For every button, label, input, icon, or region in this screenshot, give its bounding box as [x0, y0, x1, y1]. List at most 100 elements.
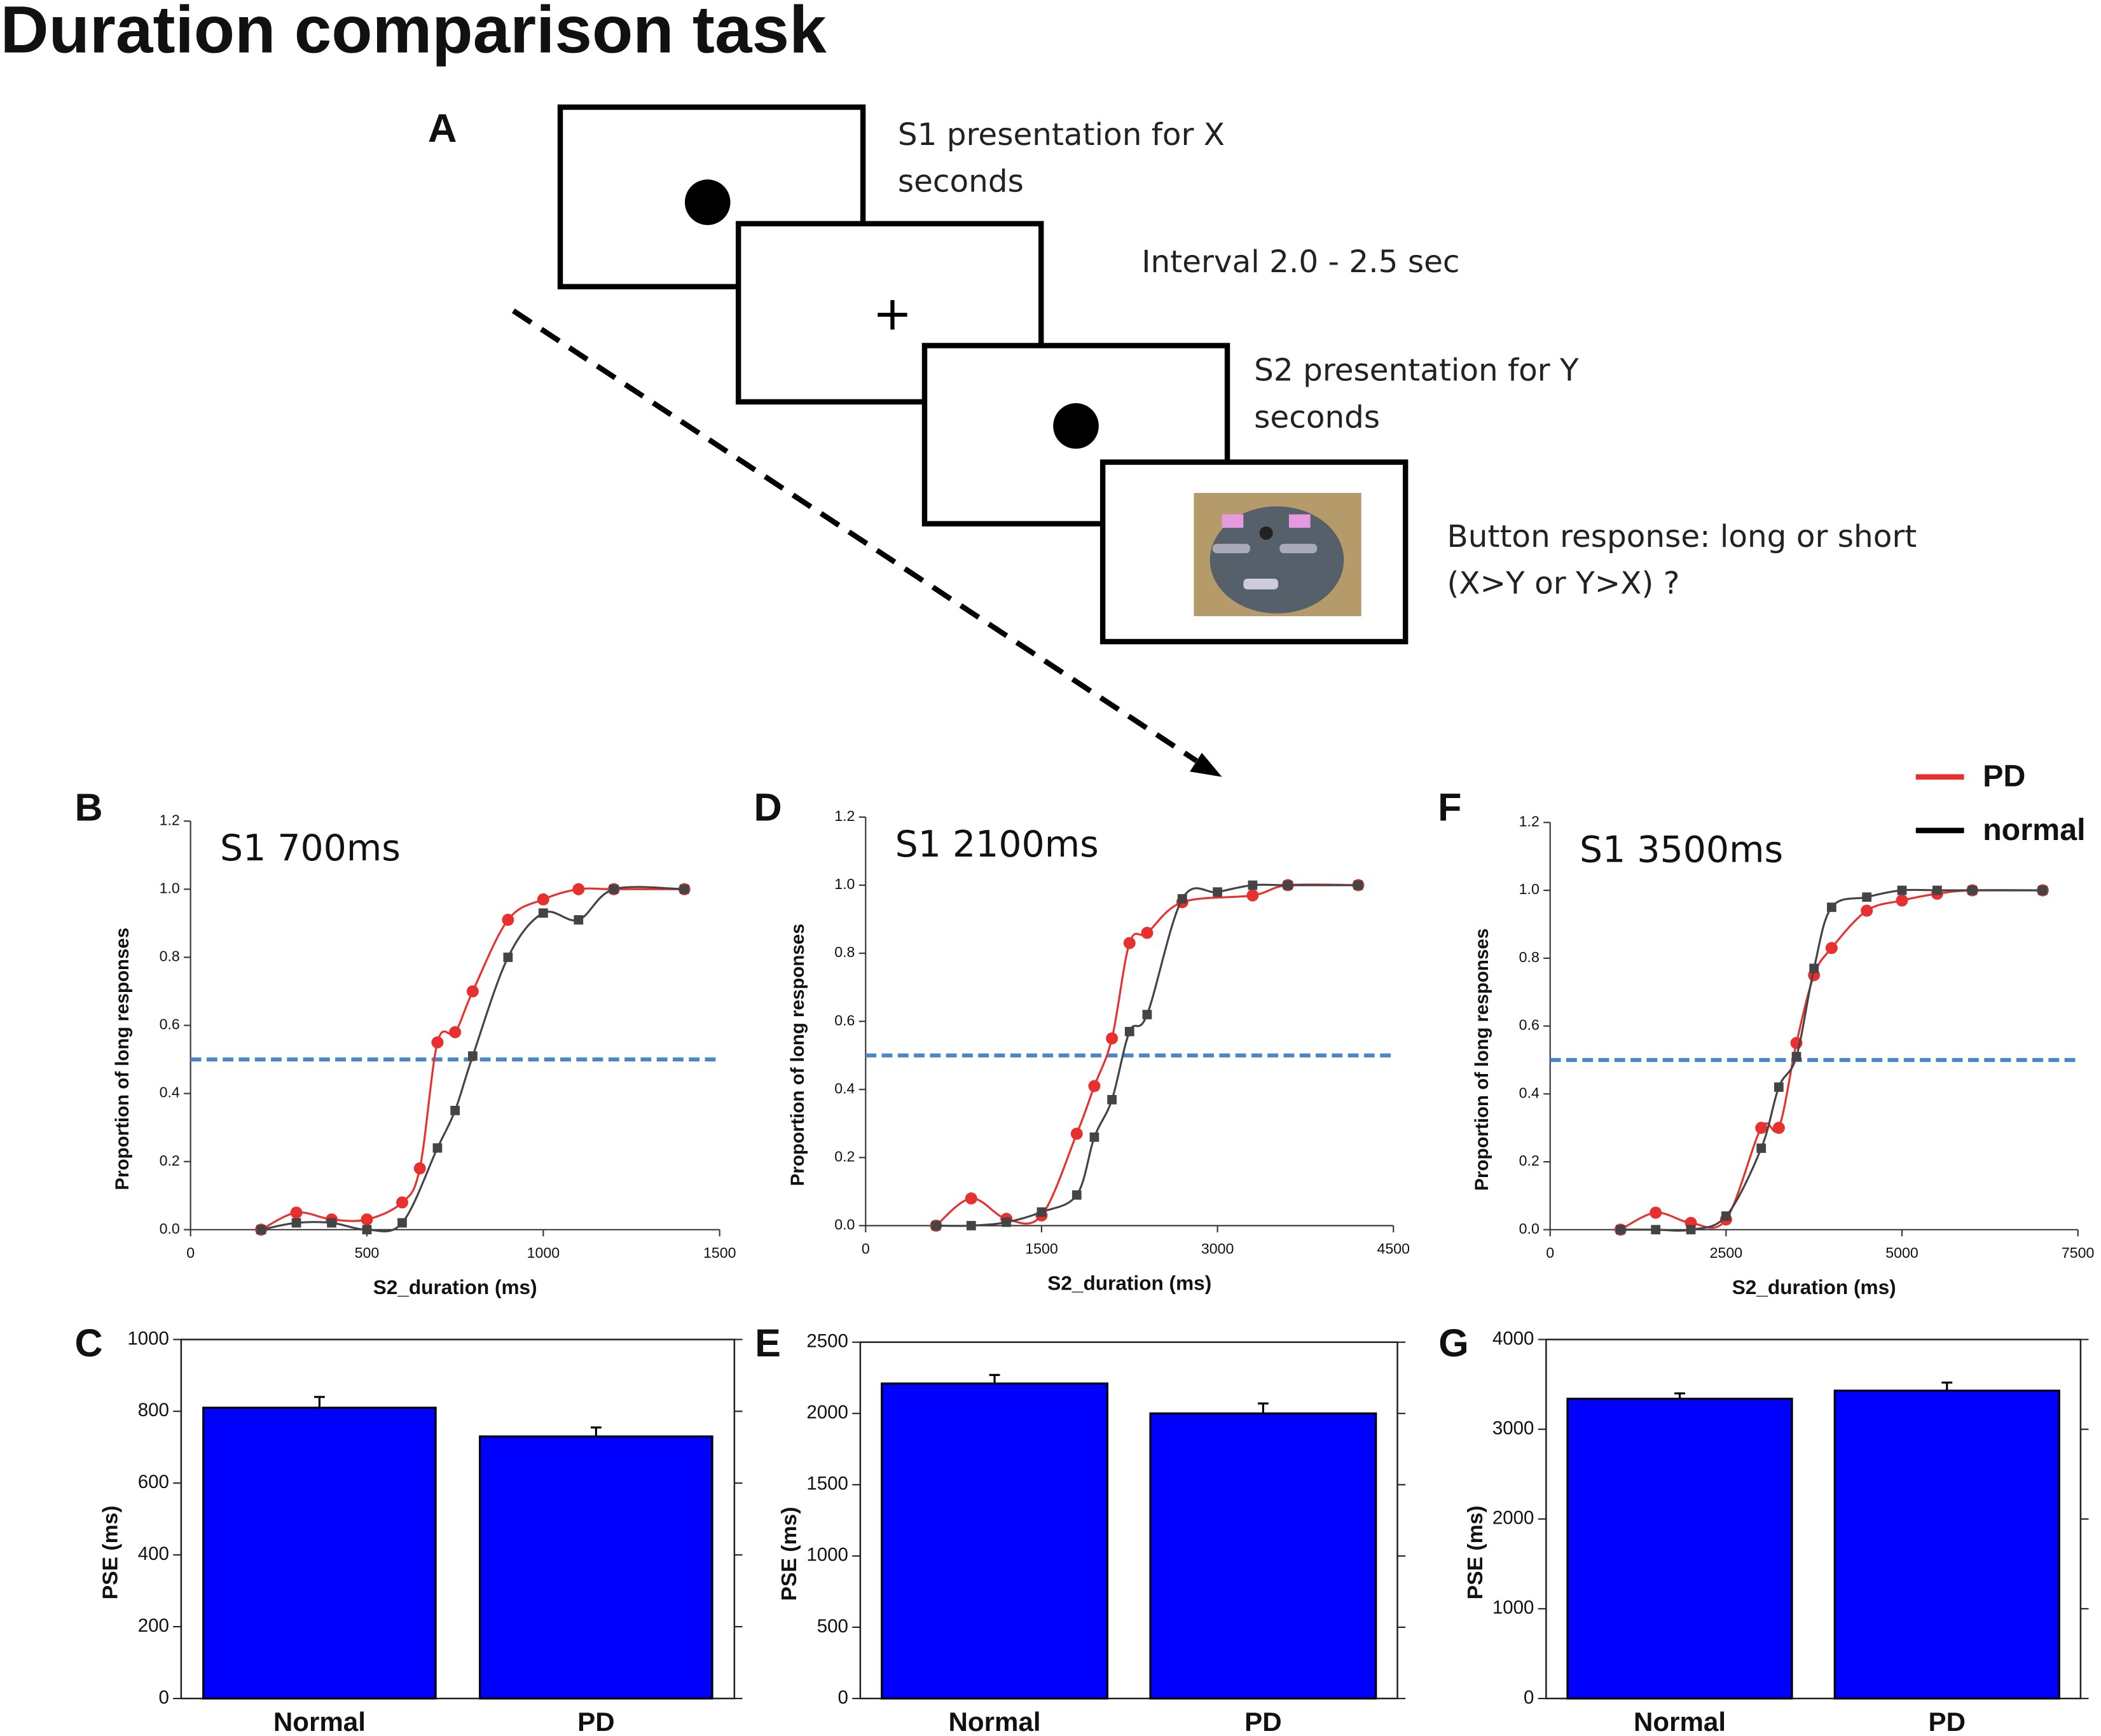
- data-point: [503, 953, 513, 962]
- x-tick-label: 2500: [1710, 1244, 1743, 1261]
- data-point: [1755, 1122, 1768, 1134]
- data-point: [965, 1192, 977, 1205]
- y-tick-label: 1.2: [834, 808, 855, 824]
- panel-letter: G: [1438, 1321, 1469, 1365]
- step-text: seconds: [898, 164, 1024, 200]
- y-tick-label: 2000: [806, 1402, 848, 1423]
- y-axis-label: PSE (ms): [1463, 1505, 1487, 1599]
- x-tick-label: PD: [1929, 1707, 1966, 1736]
- panel-letter: F: [1438, 786, 1461, 829]
- data-point: [1809, 963, 1819, 974]
- data-point: [1141, 927, 1154, 939]
- error-bar: [1257, 1402, 1269, 1414]
- y-tick-label: 800: [138, 1400, 169, 1421]
- data-point: [537, 893, 549, 906]
- y-tick-label: 2500: [806, 1330, 848, 1351]
- x-tick-label: 7500: [2062, 1244, 2095, 1261]
- data-point: [1772, 1122, 1785, 1134]
- trial-diagram: [511, 104, 1409, 777]
- step-text: Button response: long or short: [1447, 519, 1917, 555]
- data-point: [327, 1218, 336, 1228]
- data-point: [450, 1105, 460, 1115]
- y-tick-label: 0.2: [1519, 1152, 1540, 1169]
- stimulus-dot: [1053, 403, 1099, 449]
- y-tick-label: 0: [159, 1687, 169, 1708]
- data-point: [291, 1218, 301, 1228]
- y-tick-label: 0.2: [834, 1148, 855, 1164]
- y-axis-label: PSE (ms): [98, 1505, 122, 1599]
- data-point: [1177, 894, 1187, 904]
- data-point: [1213, 887, 1222, 897]
- y-axis-label: Proportion of long responses: [112, 928, 133, 1190]
- data-point: [574, 915, 584, 925]
- x-tick-label: 500: [355, 1244, 380, 1261]
- data-point: [1862, 892, 1872, 902]
- bar: [479, 1435, 713, 1700]
- step-text: S2 presentation for Y: [1254, 353, 1579, 389]
- plot-frame: [180, 1339, 736, 1700]
- data-point: [1089, 1132, 1099, 1142]
- y-tick-label: 1.0: [1519, 881, 1540, 897]
- data-point: [432, 1143, 443, 1153]
- data-point: [1088, 1080, 1101, 1092]
- error-bar: [1941, 1381, 1953, 1391]
- panel-letter: B: [74, 786, 102, 829]
- x-tick-label: Normal: [1634, 1707, 1726, 1736]
- x-tick-label: PD: [1244, 1707, 1281, 1736]
- fixation-cross: [878, 300, 907, 330]
- button-photo: [1194, 493, 1361, 616]
- data-point: [931, 1221, 941, 1230]
- y-axis-label: Proportion of long responses: [1471, 928, 1492, 1191]
- legend-label: normal: [1983, 813, 2086, 847]
- data-point: [1107, 1094, 1117, 1105]
- data-point: [1897, 885, 1907, 895]
- data-point: [396, 1196, 408, 1209]
- plot-frame: [859, 1341, 1398, 1700]
- y-tick-label: 200: [138, 1615, 169, 1636]
- data-point: [502, 914, 514, 927]
- data-point: [1124, 1026, 1134, 1037]
- x-tick-label: 5000: [1885, 1244, 1918, 1261]
- y-tick-label: 0.0: [834, 1216, 855, 1233]
- x-tick-label: 1000: [527, 1244, 560, 1261]
- data-point: [361, 1213, 373, 1226]
- y-tick-label: 0.8: [834, 944, 855, 960]
- panel-letter: C: [74, 1321, 102, 1365]
- error-bar: [1674, 1392, 1685, 1399]
- data-point: [1686, 1225, 1696, 1235]
- data-point: [2037, 885, 2048, 895]
- x-tick-label: 1500: [703, 1244, 736, 1261]
- y-tick-label: 0.4: [1519, 1084, 1540, 1101]
- data-point: [1791, 1052, 1801, 1061]
- data-point: [1650, 1206, 1662, 1219]
- data-point: [679, 884, 689, 894]
- y-tick-label: 0.6: [160, 1016, 180, 1033]
- y-tick-label: 1.0: [834, 876, 855, 892]
- data-point: [1246, 889, 1259, 902]
- arrow-head: [1190, 752, 1222, 777]
- data-point: [1861, 904, 1873, 917]
- bar: [1149, 1412, 1377, 1700]
- data-point: [1037, 1207, 1047, 1217]
- data-point: [1353, 880, 1363, 890]
- x-tick-label: 3000: [1201, 1240, 1234, 1257]
- stimulus-dot: [684, 179, 731, 225]
- x-tick-label: Normal: [273, 1707, 366, 1736]
- x-axis-label: S2_duration (ms): [373, 1276, 537, 1299]
- step-text: seconds: [1254, 399, 1380, 435]
- data-point: [1825, 942, 1838, 954]
- x-axis-label: S2_duration (ms): [1732, 1276, 1896, 1299]
- y-tick-label: 1500: [806, 1473, 848, 1494]
- x-tick-label: 4500: [1377, 1240, 1410, 1257]
- data-point: [1896, 894, 1908, 907]
- x-axis-label: S2_duration (ms): [1047, 1271, 1211, 1294]
- data-point: [1283, 880, 1293, 890]
- y-tick-label: 3000: [1492, 1417, 1534, 1438]
- y-tick-label: 0.4: [160, 1084, 180, 1101]
- y-axis-label: Proportion of long responses: [787, 923, 808, 1186]
- data-point: [1106, 1032, 1119, 1045]
- data-point: [1070, 1127, 1083, 1140]
- bar: [881, 1382, 1109, 1700]
- chart-title: S1 700ms: [220, 827, 401, 869]
- x-tick-label: 0: [1546, 1244, 1554, 1261]
